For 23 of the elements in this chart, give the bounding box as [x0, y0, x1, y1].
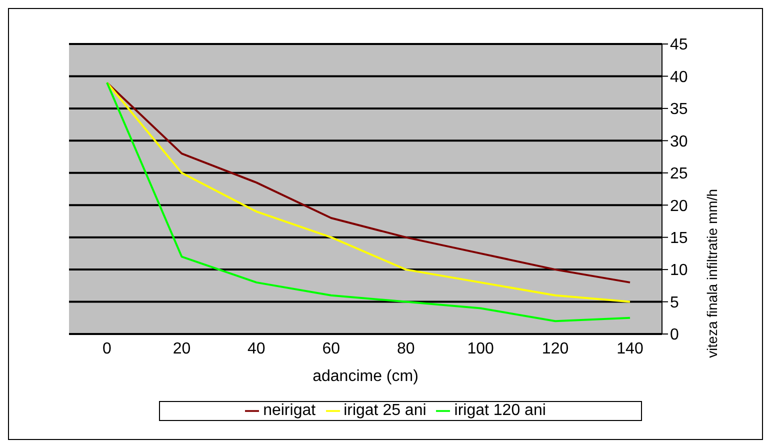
y-tick-label: 40 [670, 68, 688, 86]
y-tick-label: 30 [670, 133, 688, 150]
x-tick-label: 120 [542, 340, 569, 358]
y-tick-label: 15 [670, 230, 688, 248]
x-tick-label: 0 [102, 340, 112, 358]
x-tick-label: 80 [396, 340, 415, 358]
legend-label: neirigat [263, 402, 316, 419]
y-tick-label: 0 [670, 326, 679, 344]
x-tick-label: 100 [467, 340, 494, 358]
x-tick-label: 20 [172, 340, 191, 358]
y-tick-label: 10 [670, 262, 688, 280]
x-tick-label: 60 [322, 340, 340, 358]
x-tick-label: 140 [616, 340, 644, 358]
y-tick-label: 20 [670, 198, 688, 215]
y-tick-label: 45 [670, 36, 688, 54]
x-axis-title: adancime (cm) [312, 368, 418, 385]
y-tick-label: 35 [670, 101, 688, 118]
x-tick-label: 40 [248, 340, 266, 358]
legend-label: irigat 25 ani [344, 402, 426, 419]
y-tick-label: 5 [670, 294, 679, 312]
y-axis-title: viteza finala infiltratie mm/h [704, 189, 720, 358]
y-tick-label: 25 [670, 166, 688, 183]
legend-label: irigat 120 ani [454, 402, 546, 419]
